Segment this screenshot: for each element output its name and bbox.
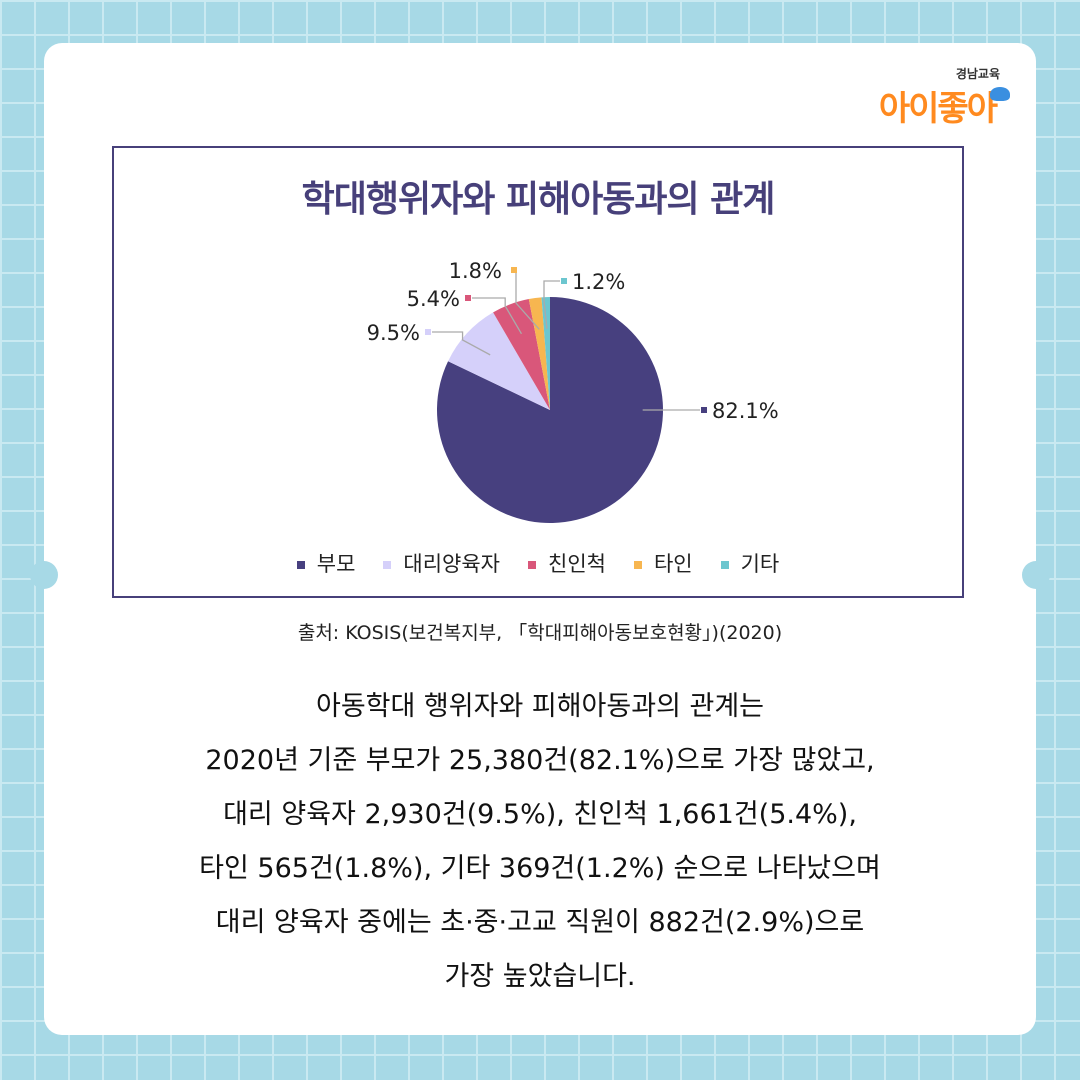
pie-slice-3 [493,299,550,410]
logo-subtitle: 경남교육 [955,67,1000,81]
pie-slice-1 [436,297,663,523]
source-note: 출처: KOSIS(보건복지부, 「학대피해아동보호현황」)(2020) [297,622,783,644]
legend-swatch [633,561,642,569]
label-marker-3 [465,295,471,301]
legend-label: 타인 [653,552,693,576]
legend-swatch [383,561,392,569]
data-label-5: 1.2% [572,270,625,294]
legend-label: 친인척 [548,552,606,576]
legend-swatch [296,561,305,569]
body-line: 가장 높았습니다. [444,961,636,992]
legend-item: 기타 [720,548,780,578]
label-marker-2 [425,329,431,335]
logo: 경남교육 아이좋아 [860,65,1010,135]
leader-line-3 [472,297,523,335]
data-label-2: 9.5% [367,321,420,345]
leader-line-2 [432,331,491,356]
pie-slice-4 [528,297,550,410]
pie-chart: 82.1% 9.5% 5.4% 1.8% 1.2% [367,259,779,523]
splash-icon [990,87,1010,101]
card: 경남교육 아이좋아 학대행위자와 피해아동과의 관계 82.1% 9.5% 5.4%… [30,43,1050,1035]
chart-frame: 학대행위자와 피해아동과의 관계 82.1% 9.5% 5.4% 1.8% 1.2% 부… [112,146,964,598]
legend-item: 부모 [296,548,356,578]
legend-label: 부모 [316,552,356,576]
data-label-1: 82.1% [712,399,779,423]
legend-item: 대리양육자 [383,548,500,578]
body-paragraph: 아동학대 행위자와 피해아동과의 관계는 2020년 기준 부모가 25,380건… [84,680,996,1004]
legend-item: 친인척 [528,548,606,578]
data-label-4: 1.8% [449,259,502,283]
leader-line-5 [543,280,560,329]
legend-label: 기타 [740,552,780,576]
leader-line-4 [515,270,540,330]
body-line: 타인 565건(1.8%), 기타 369건(1.2%) 순으로 나타났으며 [199,853,881,884]
body-line: 아동학대 행위자와 피해아동과의 관계는 [315,691,765,722]
legend-item: 타인 [633,548,693,578]
label-marker-4 [511,267,517,273]
label-marker-1 [701,407,707,413]
body-line: 대리 양육자 2,930건(9.5%), 친인척 1,661건(5.4%), [223,799,857,830]
legend-swatch [720,561,729,569]
chart-title: 학대행위자와 피해아동과의 관계 [301,179,776,220]
card-notch-left [30,561,58,589]
label-marker-5 [561,278,567,284]
chart-legend: 부모 대리양육자 친인척 타인 기타 [114,548,962,578]
body-line: 2020년 기준 부모가 25,380건(82.1%)으로 가장 많았고, [205,745,875,776]
legend-label: 대리양육자 [403,552,500,576]
card-notch-right [1022,561,1050,589]
body-line: 대리 양육자 중에는 초·중·고교 직원이 882건(2.9%)으로 [215,907,865,938]
pie-slice-2 [448,312,550,410]
data-label-3: 5.4% [407,287,460,311]
pie-slice-5 [541,297,550,410]
legend-swatch [528,561,536,569]
logo-wordmark: 아이좋아 [878,89,998,129]
